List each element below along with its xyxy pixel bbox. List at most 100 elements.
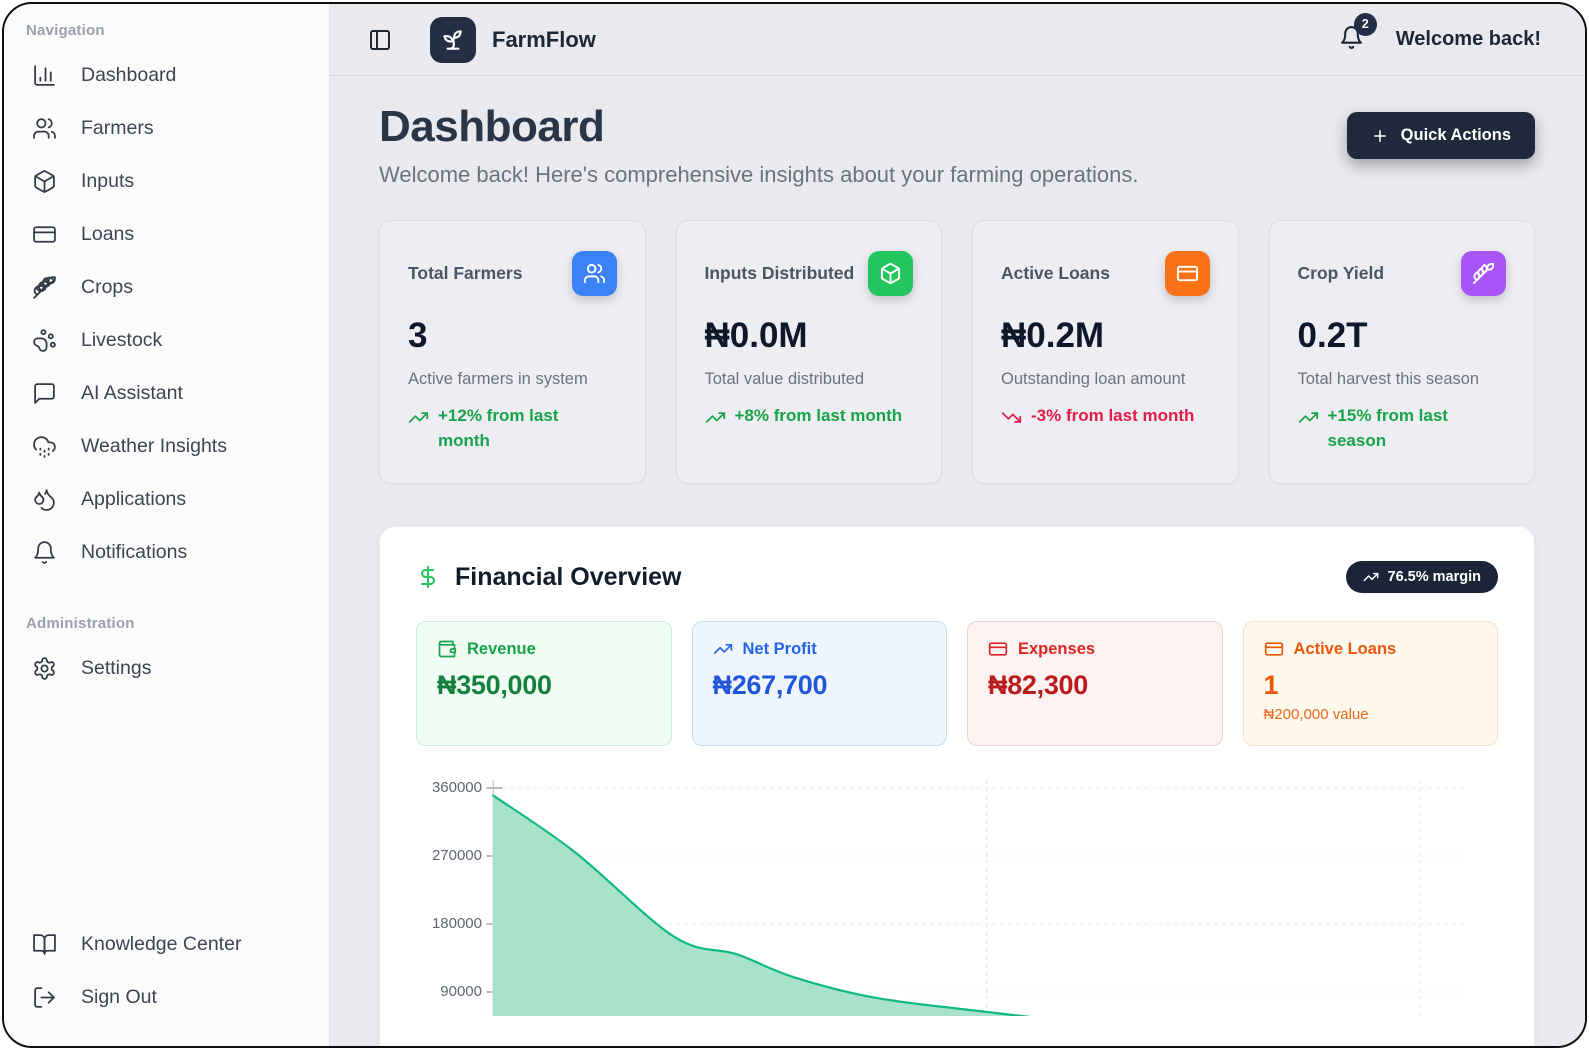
sidebar-item-weather-insights[interactable]: Weather Insights bbox=[4, 420, 329, 473]
sidebar-item-label: Weather Insights bbox=[81, 435, 227, 457]
panel-left-icon bbox=[370, 29, 390, 50]
stat-title: Crop Yield bbox=[1297, 263, 1385, 283]
active-loans-value: 1 bbox=[1263, 670, 1279, 701]
revenue-label: Revenue bbox=[467, 639, 536, 658]
sidebar-item-applications[interactable]: Applications bbox=[4, 473, 329, 526]
active-loans-card: Active Loans 1 ₦200,000 value bbox=[1242, 621, 1498, 747]
sidebar-item-dashboard[interactable]: Dashboard bbox=[4, 49, 329, 102]
net-profit-card: Net Profit ₦267,700 bbox=[691, 621, 947, 747]
credit-card-icon bbox=[1264, 642, 1283, 656]
revenue-value: ₦350,000 bbox=[437, 670, 552, 701]
main-area: FarmFlow 2 Welcome back! Dashboard Welco… bbox=[330, 4, 1585, 1046]
expenses-value: ₦82,300 bbox=[988, 670, 1088, 701]
gear-icon bbox=[34, 657, 55, 680]
book-open-icon bbox=[33, 934, 56, 955]
stat-title: Inputs Distributed bbox=[704, 263, 855, 283]
sidebar-item-loans[interactable]: Loans bbox=[4, 208, 329, 261]
sidebar-item-label: Notifications bbox=[81, 541, 188, 563]
trending-up-icon bbox=[1363, 573, 1378, 582]
sidebar-item-label: Applications bbox=[81, 488, 187, 510]
sidebar-item-label: Loans bbox=[81, 223, 135, 245]
stat-delta: +8% from last month bbox=[705, 404, 914, 429]
y-axis-tick-label: 90000 bbox=[440, 983, 482, 1001]
stat-value: 0.2T bbox=[1297, 316, 1368, 355]
stat-title: Total Farmers bbox=[408, 263, 523, 283]
message-square-icon bbox=[34, 383, 55, 404]
notification-count-badge: 2 bbox=[1353, 12, 1377, 36]
sidebar-item-label: Crops bbox=[81, 276, 134, 298]
sidebar-item-label: Sign Out bbox=[81, 986, 157, 1008]
wheat-icon bbox=[1461, 251, 1506, 296]
stat-delta: +12% from last month bbox=[408, 404, 617, 453]
brand-logo bbox=[430, 16, 476, 63]
stat-description: Outstanding loan amount bbox=[1001, 370, 1186, 388]
stat-value: ₦0.0M bbox=[704, 316, 808, 355]
sidebar-section-administration: Administration bbox=[26, 615, 135, 632]
expenses-card: Expenses ₦82,300 bbox=[967, 621, 1223, 747]
wheat-icon bbox=[33, 276, 56, 299]
credit-card-icon bbox=[988, 642, 1008, 656]
margin-badge-text: 76.5% margin bbox=[1387, 569, 1482, 586]
brand-name: FarmFlow bbox=[492, 26, 596, 52]
y-axis-tick-label: 360000 bbox=[431, 779, 482, 797]
sidebar-item-label: AI Assistant bbox=[81, 382, 183, 404]
stat-description: Total value distributed bbox=[704, 370, 865, 388]
credit-card-icon bbox=[33, 226, 56, 243]
plus-icon bbox=[1373, 129, 1386, 142]
stat-value: 3 bbox=[408, 316, 428, 355]
net-profit-label: Net Profit bbox=[742, 639, 817, 658]
sidebar-item-label: Farmers bbox=[81, 117, 154, 139]
notifications-button[interactable]: 2 bbox=[1339, 12, 1377, 55]
log-out-icon bbox=[34, 987, 55, 1008]
stat-value: ₦0.2M bbox=[1001, 316, 1105, 355]
cloud-drizzle-icon bbox=[33, 436, 56, 458]
stat-description: Total harvest this season bbox=[1297, 370, 1480, 388]
sidebar-section-navigation: Navigation bbox=[26, 22, 105, 39]
bell-icon bbox=[1340, 25, 1362, 49]
page-content: Dashboard Welcome back! Here's comprehen… bbox=[330, 76, 1585, 1046]
financial-chart: 360000 270000 180000 90000 bbox=[416, 766, 1498, 1017]
quick-actions-label: Quick Actions bbox=[1400, 126, 1511, 144]
stat-delta-text: +12% from last month bbox=[438, 406, 559, 450]
sidebar-item-knowledge-center[interactable]: Knowledge Center bbox=[4, 918, 329, 971]
revenue-area-chart bbox=[486, 780, 1467, 1017]
stat-description: Active farmers in system bbox=[408, 370, 588, 388]
sidebar-item-settings[interactable]: Settings bbox=[4, 642, 329, 695]
financial-mini-cards: Revenue ₦350,000 Net Profit ₦267,700 bbox=[416, 621, 1498, 747]
stats-grid: Total Farmers 3 Active farmers in system… bbox=[379, 220, 1535, 485]
quick-actions-button[interactable]: Quick Actions bbox=[1346, 112, 1535, 159]
stat-card-inputs-distributed: Inputs Distributed ₦0.0M Total value dis… bbox=[675, 220, 942, 485]
stat-delta: +15% from last season bbox=[1298, 404, 1507, 453]
page-title: Dashboard bbox=[379, 102, 605, 151]
sidebar-item-label: Settings bbox=[81, 657, 152, 679]
stat-title: Active Loans bbox=[1001, 263, 1110, 283]
sidebar-item-ai-assistant[interactable]: AI Assistant bbox=[4, 367, 329, 420]
trending-up-icon bbox=[713, 644, 732, 655]
trending-up-icon bbox=[1298, 412, 1318, 423]
trending-down-icon bbox=[1001, 412, 1022, 423]
sidebar-item-label: Dashboard bbox=[81, 64, 177, 86]
trending-up-icon bbox=[408, 412, 429, 423]
package-icon bbox=[868, 251, 913, 296]
sidebar-item-notifications[interactable]: Notifications bbox=[4, 526, 329, 579]
chart-column-icon bbox=[34, 65, 55, 86]
y-axis-tick-label: 180000 bbox=[431, 915, 482, 933]
sidebar-item-farmers[interactable]: Farmers bbox=[4, 102, 329, 155]
paw-print-icon bbox=[33, 329, 56, 352]
stat-delta-text: -3% from last month bbox=[1031, 406, 1195, 425]
stat-card-active-loans: Active Loans ₦0.2M Outstanding loan amou… bbox=[972, 220, 1239, 485]
trending-up-icon bbox=[705, 412, 725, 423]
sidebar-spacer bbox=[4, 695, 329, 918]
stat-delta-text: +15% from last season bbox=[1327, 406, 1448, 450]
sidebar-item-inputs[interactable]: Inputs bbox=[4, 155, 329, 208]
welcome-text: Welcome back! bbox=[1395, 28, 1541, 50]
financial-overview-card: Financial Overview 76.5% margin Revenue … bbox=[379, 526, 1535, 1046]
sidebar-item-crops[interactable]: Crops bbox=[4, 261, 329, 314]
package-icon bbox=[34, 170, 55, 193]
expenses-label: Expenses bbox=[1018, 639, 1096, 658]
sidebar-toggle-button[interactable] bbox=[368, 28, 392, 52]
sidebar-item-sign-out[interactable]: Sign Out bbox=[4, 971, 329, 1024]
sidebar-item-livestock[interactable]: Livestock bbox=[4, 314, 329, 367]
sidebar-item-label: Livestock bbox=[81, 329, 163, 351]
